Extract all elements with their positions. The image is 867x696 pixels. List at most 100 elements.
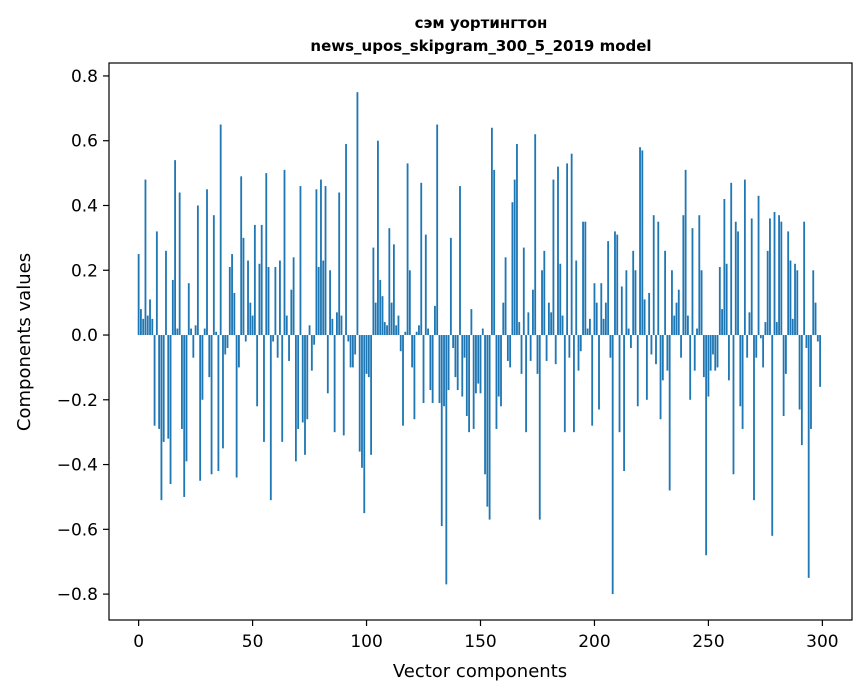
bar — [399, 335, 402, 352]
bar — [158, 335, 161, 429]
bar — [778, 215, 780, 336]
bar — [623, 335, 625, 472]
bar — [805, 335, 808, 348]
bar — [812, 270, 815, 336]
bar — [796, 270, 799, 336]
bar — [534, 134, 537, 336]
x-tick-label: 200 — [578, 632, 610, 652]
bar — [803, 221, 806, 336]
bar — [274, 267, 277, 336]
bar — [201, 335, 204, 400]
y-tick-label: 0.2 — [71, 261, 98, 281]
bar — [260, 224, 263, 336]
bar — [219, 124, 222, 336]
bar — [648, 292, 651, 336]
bar — [338, 192, 341, 336]
bar — [365, 335, 368, 374]
bar — [322, 260, 325, 336]
bar — [753, 335, 755, 501]
bar — [351, 335, 354, 368]
bar — [386, 325, 388, 336]
bar — [326, 335, 329, 394]
bar — [422, 335, 425, 404]
bar — [347, 335, 350, 342]
bar — [196, 205, 199, 336]
bar — [547, 302, 550, 336]
bar — [238, 335, 240, 368]
bar — [807, 335, 810, 578]
bar — [222, 335, 224, 449]
bar — [645, 335, 648, 400]
bar — [707, 335, 710, 397]
bar — [149, 299, 151, 336]
bar — [666, 335, 669, 371]
bar — [288, 335, 290, 361]
bar — [680, 335, 682, 358]
bar — [636, 335, 639, 407]
bar — [484, 335, 486, 475]
bar — [643, 299, 646, 336]
bar — [477, 335, 480, 384]
bar — [162, 335, 165, 442]
bar — [310, 335, 313, 371]
bar — [392, 244, 395, 336]
bar — [532, 289, 534, 336]
bar — [568, 335, 571, 358]
bar — [317, 267, 320, 336]
bar — [598, 335, 600, 410]
bar — [235, 335, 238, 478]
bar — [762, 335, 765, 368]
bar — [784, 335, 787, 374]
bar — [579, 335, 582, 352]
bar — [383, 322, 386, 336]
bar — [363, 335, 366, 514]
bar — [449, 237, 452, 336]
bar — [577, 335, 580, 371]
x-tick-label: 0 — [133, 632, 144, 652]
bar — [582, 221, 584, 336]
bar — [630, 335, 632, 348]
bar — [146, 315, 149, 336]
x-tick-label: 50 — [242, 632, 264, 652]
bar — [475, 335, 477, 394]
bar — [525, 335, 527, 433]
bar — [819, 335, 821, 387]
chart-title-line-2: news_upos_skipgram_300_5_2019 model — [310, 37, 651, 55]
bar — [265, 173, 268, 336]
bar — [488, 335, 491, 520]
bar — [671, 270, 673, 336]
bar — [557, 166, 559, 336]
bar — [639, 147, 641, 336]
bar — [183, 335, 186, 497]
bar — [657, 221, 660, 336]
y-tick-label: −0.8 — [57, 585, 98, 605]
bar — [497, 335, 500, 397]
bar — [543, 250, 546, 336]
bar — [675, 302, 678, 336]
bar — [814, 302, 817, 336]
bar — [420, 182, 423, 336]
y-tick-label: 0.8 — [71, 67, 98, 87]
bar — [689, 335, 692, 400]
bar — [682, 215, 685, 336]
bar — [140, 309, 142, 336]
bar — [739, 335, 742, 407]
bar — [297, 335, 300, 429]
bar — [169, 335, 172, 484]
bar — [673, 315, 676, 336]
bar — [272, 335, 275, 342]
bar — [454, 335, 457, 378]
bar — [367, 335, 370, 378]
x-tick-label: 100 — [350, 632, 382, 652]
bar — [144, 179, 147, 336]
bar — [511, 202, 514, 336]
bar — [292, 257, 295, 336]
bar — [336, 312, 338, 336]
bar — [668, 335, 671, 491]
bar — [356, 92, 359, 336]
bar — [607, 241, 610, 336]
bar — [247, 260, 249, 336]
bar — [249, 302, 252, 336]
bar — [413, 335, 416, 420]
bar — [443, 335, 445, 407]
